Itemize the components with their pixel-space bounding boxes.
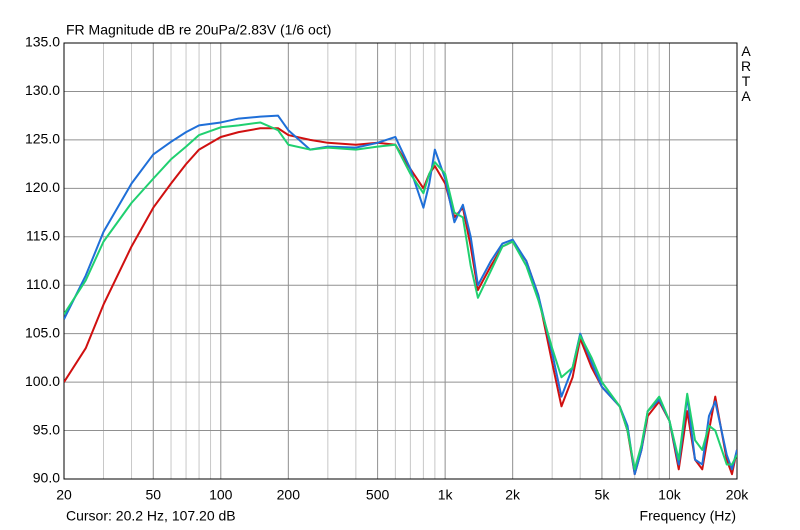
x-tick-label: 5k [595,487,611,503]
y-tick-label: 135.0 [25,34,60,50]
y-tick-label: 105.0 [25,324,60,340]
x-tick-label: 2k [505,487,521,503]
x-axis-label: Frequency (Hz) [640,508,736,524]
y-tick-label: 115.0 [26,227,60,243]
x-tick-label: 1k [438,487,454,503]
x-tick-label: 200 [277,487,301,503]
series-line [64,114,737,476]
y-tick-label: 125.0 [25,131,60,147]
x-tick-label: 20 [56,487,72,503]
plot-frame [63,42,738,480]
y-tick-label: 130.0 [25,82,60,98]
x-tick-label: 50 [145,487,161,503]
x-tick-label: 10k [658,487,682,503]
y-tick-label: 110.0 [26,276,60,292]
x-tick-label: 100 [209,487,233,503]
cursor-readout: Cursor: 20.2 Hz, 107.20 dB [66,508,236,524]
y-tick-label: 90.0 [33,470,60,486]
y-tick-label: 100.0 [25,373,60,389]
y-tick-label: 95.0 [33,421,60,437]
chart-title: FR Magnitude dB re 20uPa/2.83V (1/6 oct) [66,22,331,38]
x-tick-label: 20k [726,487,750,503]
series-line [64,121,737,471]
series-line [64,127,737,476]
y-tick-label: 120.0 [25,179,60,195]
x-tick-label: 500 [366,487,390,503]
